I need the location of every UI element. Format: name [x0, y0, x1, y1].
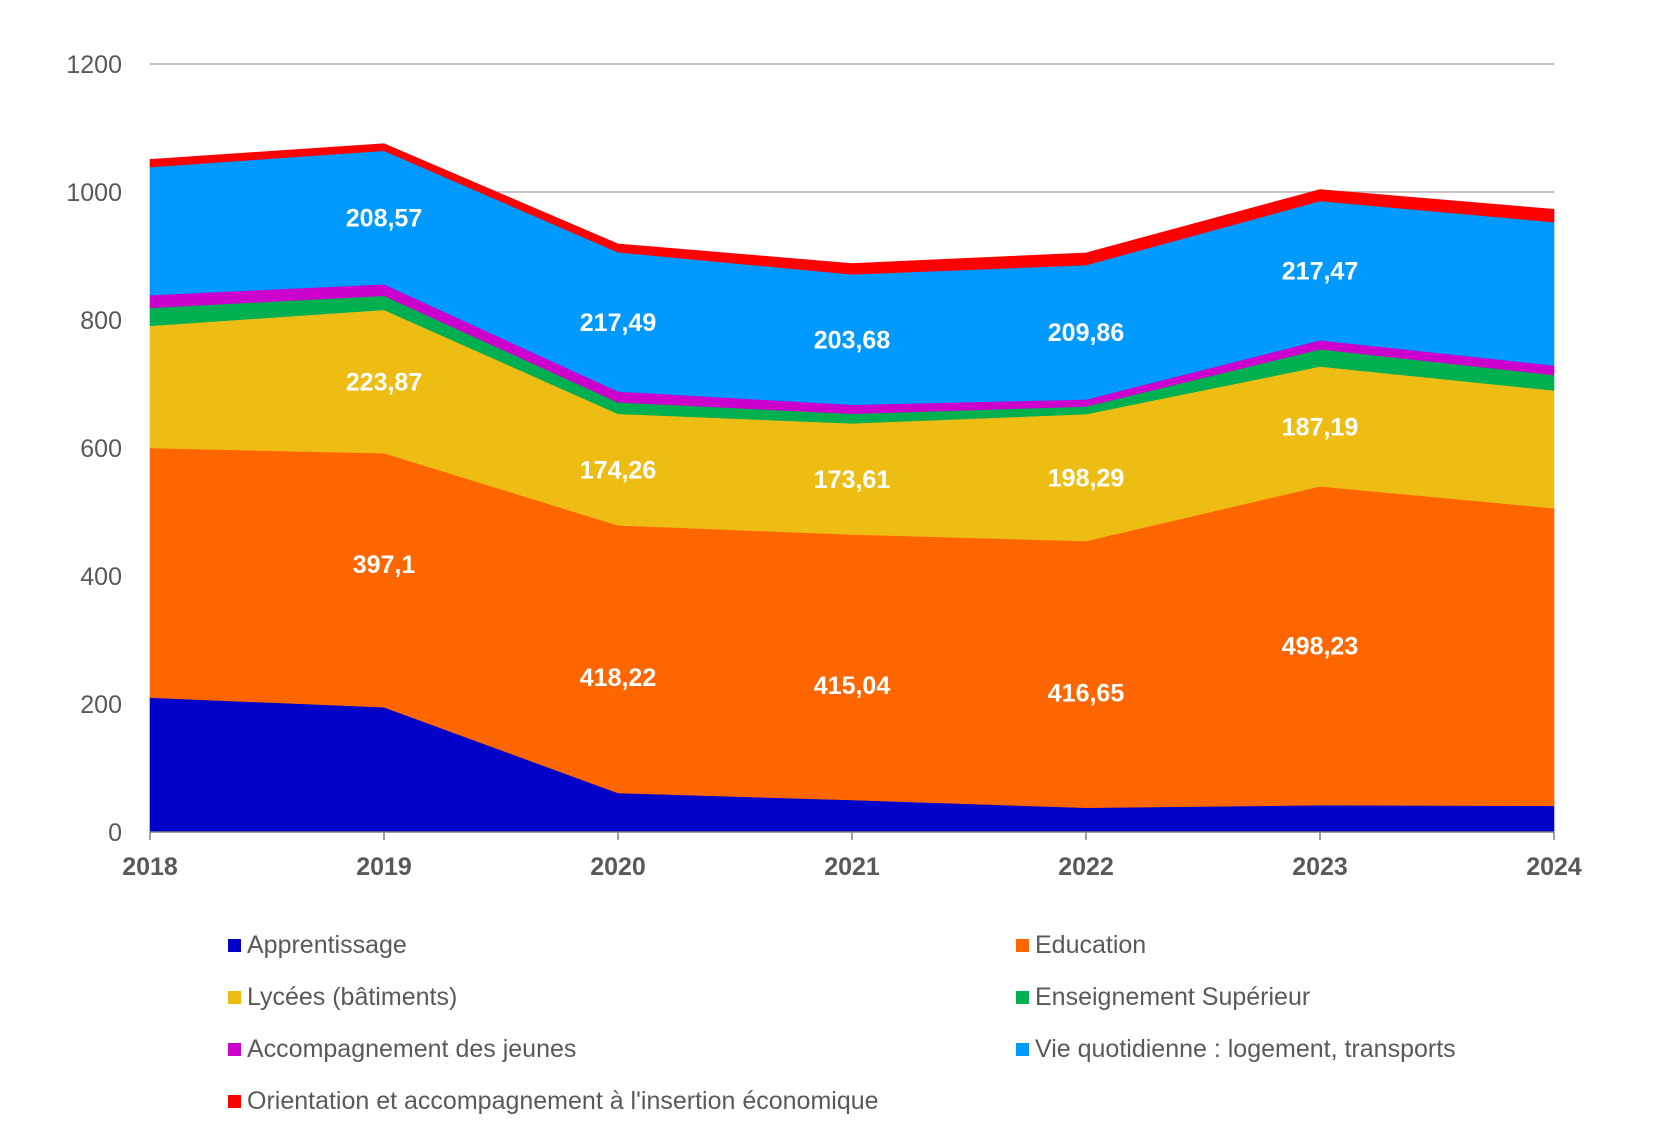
legend-item-vie-quotidienne: Vie quotidienne : logement, transports [1016, 1034, 1616, 1064]
legend: Apprentissage Education Lycées (bâtiment… [228, 930, 1628, 1116]
y-tick-label: 400 [80, 563, 122, 591]
x-tick-label: 2023 [1292, 853, 1348, 880]
data-label: 416,65 [1048, 679, 1125, 707]
x-tick-label: 2022 [1058, 853, 1114, 880]
x-axis-tick-labels: 2018 2019 2020 2021 2022 2023 2024 [122, 853, 1582, 880]
legend-swatch-icon [1016, 990, 1029, 1004]
data-label: 187,19 [1282, 413, 1358, 441]
area-orientation-et-accompagnement-a-l-insertion-economique [149, 143, 1555, 275]
legend-item-education: Education [1016, 930, 1616, 960]
y-tick-label: 0 [108, 819, 122, 847]
legend-swatch-icon [228, 938, 241, 952]
legend-item-orientation: Orientation et accompagnement à l'insert… [228, 1086, 1016, 1116]
legend-label: Lycées (bâtiments) [247, 982, 458, 1011]
x-tick-label: 2020 [590, 853, 646, 880]
data-label: 198,29 [1048, 465, 1124, 493]
x-tick-label: 2021 [824, 853, 880, 880]
legend-label: Orientation et accompagnement à l'insert… [247, 1086, 879, 1115]
data-label: 173,61 [814, 466, 891, 494]
x-tick-label: 2019 [356, 853, 412, 880]
data-label: 174,26 [580, 457, 656, 485]
legend-item-accompagnement-jeunes: Accompagnement des jeunes [228, 1034, 1016, 1064]
legend-label: Accompagnement des jeunes [247, 1034, 577, 1063]
legend-label: Vie quotidienne : logement, transports [1035, 1034, 1456, 1063]
data-label: 415,04 [814, 672, 891, 700]
legend-swatch-icon [228, 990, 241, 1004]
legend-label: Enseignement Supérieur [1035, 982, 1311, 1011]
data-label: 209,86 [1048, 319, 1124, 347]
legend-swatch-icon [228, 1042, 241, 1056]
y-tick-label: 1200 [66, 51, 122, 79]
legend-swatch-icon [1016, 938, 1029, 952]
legend-item-lycees: Lycées (bâtiments) [228, 982, 1016, 1012]
x-axis [149, 831, 1555, 840]
legend-label: Apprentissage [247, 930, 407, 959]
x-tick-label: 2018 [122, 853, 178, 880]
data-label: 418,22 [580, 664, 656, 692]
y-tick-label: 200 [80, 691, 122, 719]
data-label: 217,49 [580, 309, 656, 337]
legend-swatch-icon [228, 1094, 241, 1108]
data-label: 498,23 [1282, 633, 1358, 661]
data-label: 223,87 [346, 368, 422, 396]
data-label: 208,57 [346, 204, 422, 232]
x-tick-label: 2024 [1526, 853, 1582, 880]
data-label: 397,1 [353, 551, 416, 579]
y-tick-label: 800 [80, 307, 122, 335]
data-label: 217,47 [1282, 258, 1358, 286]
legend-item-enseignement-superieur: Enseignement Supérieur [1016, 982, 1616, 1012]
data-label: 203,68 [814, 327, 891, 355]
data-labels: 397,1 418,22 415,04 416,65 498,23 223,87 174,2… [346, 204, 1358, 707]
area-series [149, 143, 1555, 833]
legend-swatch-icon [1016, 1042, 1029, 1056]
legend-item-apprentissage: Apprentissage [228, 930, 1016, 960]
y-axis-tick-labels: 0 200 400 600 800 1000 1200 [66, 51, 122, 847]
legend-label: Education [1035, 930, 1147, 959]
y-tick-label: 1000 [66, 179, 122, 207]
y-tick-label: 600 [80, 435, 122, 463]
